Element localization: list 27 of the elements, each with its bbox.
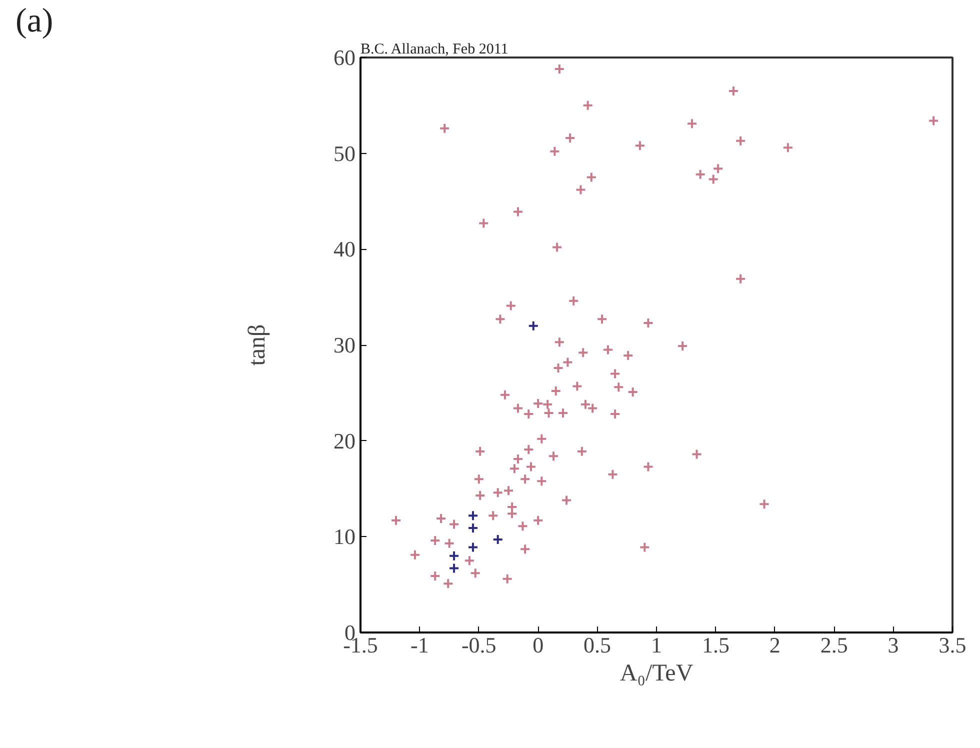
y-tick-label: 60 — [334, 45, 356, 70]
y-tick-label: 50 — [334, 140, 356, 166]
y-tick-label: 10 — [334, 524, 356, 550]
point — [448, 562, 460, 574]
x-tick-label: 2 — [769, 632, 780, 658]
y-tick-label: 20 — [334, 428, 356, 454]
x-tick-label: -1 — [410, 632, 429, 658]
y-tick-label: 40 — [334, 236, 356, 262]
x-tick-label: -0.5 — [461, 632, 496, 658]
y-tick-label: 30 — [334, 332, 356, 358]
point — [448, 550, 460, 562]
x-axis-title: A₀/TeV — [620, 660, 694, 686]
x-tick-label: 1 — [651, 632, 662, 658]
x-tick-label: 3 — [888, 632, 899, 658]
point — [467, 510, 478, 522]
y-axis-title: tanβ — [244, 324, 270, 366]
x-tick-label: 1.5 — [702, 632, 730, 658]
point — [467, 522, 478, 534]
point — [528, 320, 539, 332]
text: (a) — [16, 2, 54, 40]
text: B.C. Allanach, Feb 2011 — [360, 42, 508, 58]
x-tick-label: 0.5 — [584, 632, 612, 658]
x-tick-label: 3.5 — [938, 632, 966, 658]
x-tick-label: 0 — [532, 632, 544, 658]
x-tick-label: 2.5 — [820, 632, 848, 658]
point — [492, 534, 504, 546]
point — [467, 542, 478, 553]
